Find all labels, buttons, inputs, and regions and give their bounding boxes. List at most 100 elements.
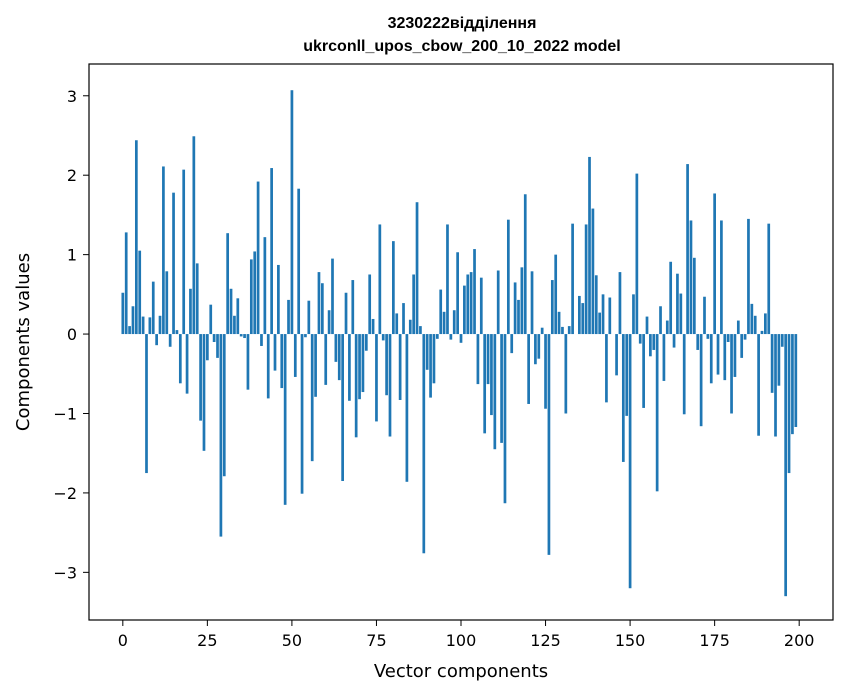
bar-192	[770, 334, 774, 393]
bar-169	[692, 257, 696, 335]
bar-130	[561, 326, 564, 335]
bar-198	[791, 334, 794, 435]
bar-113	[503, 334, 507, 504]
bar-54	[304, 334, 307, 338]
bar-183	[740, 334, 744, 358]
bar-19	[185, 334, 189, 394]
bar-157	[652, 334, 656, 350]
bar-17	[178, 334, 182, 384]
x-tick-label-25: 25	[197, 631, 217, 650]
bar-156	[649, 334, 652, 357]
bar-66	[344, 292, 348, 335]
bar-29	[219, 334, 223, 537]
bar-4	[134, 140, 138, 335]
bar-147	[618, 272, 622, 335]
bar-22	[195, 263, 199, 335]
bar-139	[591, 208, 595, 335]
bar-79	[388, 334, 392, 437]
bar-115	[510, 334, 514, 354]
bar-61	[327, 310, 331, 335]
bar-48	[283, 334, 287, 505]
bar-72	[364, 334, 368, 351]
bar-140	[594, 275, 598, 335]
bar-191	[767, 223, 771, 335]
bar-89	[422, 334, 426, 554]
bar-67	[348, 334, 351, 401]
bar-101	[463, 285, 466, 335]
bar-107	[483, 334, 487, 434]
bar-23	[199, 334, 202, 421]
bar-31	[226, 233, 230, 335]
bar-109	[490, 334, 493, 416]
bar-64	[337, 334, 341, 381]
bar-11	[158, 315, 162, 335]
bar-127	[550, 280, 554, 335]
bar-55	[307, 300, 311, 335]
bar-160	[662, 334, 666, 381]
bar-60	[324, 334, 328, 385]
bar-12	[162, 166, 165, 335]
bar-40	[256, 181, 260, 335]
bar-99	[456, 252, 459, 335]
x-tick-label-75: 75	[366, 631, 386, 650]
bar-25	[206, 334, 209, 361]
y-tick-label-1: 1	[67, 246, 77, 265]
bar-119	[523, 194, 527, 335]
x-axis-label: Vector components	[374, 661, 548, 682]
bar-2	[128, 326, 131, 335]
bar-58	[317, 272, 321, 335]
bar-95	[442, 311, 446, 335]
bar-47	[280, 334, 284, 389]
bar-126	[547, 334, 551, 555]
bar-77	[381, 334, 385, 341]
bar-154	[642, 334, 645, 408]
bar-110	[493, 334, 497, 450]
bar-141	[598, 312, 602, 335]
x-tick-label-100: 100	[446, 631, 477, 650]
bar-184	[743, 334, 747, 340]
bar-68	[351, 280, 355, 335]
bar-111	[496, 270, 500, 335]
bar-138	[588, 156, 591, 335]
bar-197	[787, 334, 791, 474]
bar-186	[750, 303, 754, 335]
bar-71	[361, 334, 365, 393]
bar-93	[435, 334, 439, 339]
bar-143	[605, 334, 608, 403]
x-tick-label-150: 150	[615, 631, 646, 650]
bar-52	[297, 188, 301, 335]
bar-165	[679, 293, 683, 335]
bar-8	[148, 317, 152, 335]
bar-175	[713, 193, 716, 335]
bar-30	[222, 334, 226, 477]
bar-87	[415, 202, 419, 335]
y-tick-label--1: −1	[53, 404, 77, 423]
bar-164	[676, 273, 679, 335]
bar-105	[476, 334, 480, 385]
bar-174	[709, 334, 713, 384]
bar-193	[774, 334, 777, 437]
bar-81	[395, 313, 399, 335]
bar-173	[706, 334, 710, 339]
bar-45	[273, 334, 277, 371]
bar-128	[554, 254, 558, 335]
bar-53	[300, 334, 304, 494]
x-tick-label-0: 0	[118, 631, 128, 650]
bar-146	[615, 334, 618, 376]
bar-172	[703, 296, 706, 335]
bar-28	[216, 334, 219, 358]
bar-189	[760, 330, 764, 335]
bar-24	[202, 334, 206, 451]
bar-142	[601, 294, 605, 335]
bar-104	[473, 249, 476, 335]
bar-33	[233, 315, 236, 335]
bar-170	[696, 334, 700, 350]
bar-195	[780, 334, 784, 347]
bar-167	[686, 164, 689, 335]
bar-123	[537, 334, 541, 359]
y-tick-label--2: −2	[53, 484, 77, 503]
bar-43	[266, 334, 270, 399]
bar-38	[249, 259, 253, 335]
bar-190	[764, 313, 767, 335]
x-tick-label-175: 175	[699, 631, 730, 650]
